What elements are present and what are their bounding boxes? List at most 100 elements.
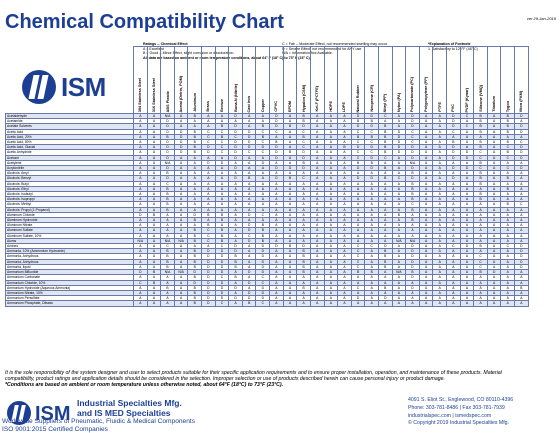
rating-cell: A (309, 279, 325, 286)
rating-cell: A (473, 232, 488, 239)
rating-cell: A (486, 222, 502, 229)
rating-cell: A (350, 191, 366, 198)
rating-cell: A (418, 289, 434, 297)
rating-cell: A (364, 263, 379, 271)
rating-cell: D (391, 128, 407, 135)
column-header-label: Nylon (PA) (396, 92, 401, 112)
rating-cell: A (514, 185, 529, 193)
rating-cell: A (296, 274, 311, 281)
rating-cell: A (418, 133, 434, 141)
rating-cell: A (432, 248, 448, 255)
rating-cell: A (323, 191, 339, 198)
rating-cell: A (269, 258, 284, 265)
rating-cell: A (486, 201, 502, 208)
rating-cell: A (459, 118, 475, 125)
rating-cell: A (337, 123, 352, 130)
rating-cell: A (432, 206, 448, 213)
rating-cell: A (323, 258, 339, 265)
rating-cell: A (418, 144, 434, 151)
rating-cell: A (391, 170, 407, 177)
rating-cell: C (296, 175, 311, 182)
rating-cell: D (350, 123, 366, 130)
website-links[interactable]: industrialspec.com | ismedspec.com (408, 412, 492, 419)
rating-cell: A (432, 232, 448, 239)
rating-cell: B (473, 191, 488, 198)
rating-cell: B (350, 133, 366, 141)
rating-cell: C (473, 149, 488, 156)
rating-cell: B (473, 112, 488, 120)
rating-cell: A (459, 138, 475, 146)
rating-cell: A (486, 232, 502, 239)
rating-cell: A (377, 222, 393, 229)
rating-cell: A (486, 279, 502, 286)
table-row: Ammonium Hydroxide (Aqueous Ammonia) A A B A… (5, 284, 529, 291)
rating-cell: A (323, 180, 339, 187)
rating-cell: D (514, 258, 529, 265)
rating-cell: A (323, 289, 339, 297)
rating-cell: A (446, 300, 461, 307)
rating-cell: D (255, 284, 271, 291)
rating-cell: A (337, 295, 352, 302)
rating-cell: A (282, 118, 298, 125)
rating-cell: A (391, 154, 407, 161)
rating-cell: C (391, 175, 407, 182)
column-header: PVC (446, 46, 461, 114)
rating-cell: D (405, 165, 420, 172)
rating-cell: A (432, 274, 448, 281)
compatibility-table: 304 Stainless Steel 316 Stainless Steel AB… (5, 46, 529, 369)
rating-cell: A (473, 289, 488, 297)
column-header: Bronze (214, 46, 230, 114)
rating-cell: D (255, 263, 271, 271)
chemical-name: Ammonium Phosphate, Dibasic (5, 300, 134, 307)
rating-cell: D (350, 144, 366, 151)
rating-cell: D (514, 243, 529, 250)
rating-cell: A (514, 170, 529, 177)
rating-cell: A (405, 279, 420, 286)
rating-cell: A (514, 295, 529, 302)
rating-cell: A (514, 274, 529, 281)
rating-cell: A (364, 191, 379, 198)
rating-cell: A (418, 154, 434, 161)
rating-cell: A (473, 248, 488, 255)
column-header: Buna-N (Nitrile) (228, 46, 243, 114)
rating-cell: B (296, 284, 311, 291)
rating-cell: A (514, 300, 529, 307)
rating-cell: D (255, 144, 271, 151)
rating-cell: D (255, 258, 271, 265)
rating-cell: A (486, 144, 502, 151)
rating-cell: A (309, 232, 325, 239)
rating-cell: A (446, 159, 461, 167)
rating-cell: A (486, 165, 502, 172)
rating-cell: C (350, 128, 366, 135)
rating-cell: A (364, 227, 379, 234)
rating-cell: A (309, 243, 325, 250)
rating-cell: B (377, 128, 393, 135)
rating-cell: A (269, 170, 284, 177)
rating-cell: A (446, 133, 461, 141)
rating-cell: A (446, 185, 461, 193)
rating-cell: A (459, 180, 475, 187)
rating-cell: A (486, 196, 502, 203)
rating-cell: C (269, 128, 284, 135)
rating-cell: A (418, 206, 434, 213)
rating-cell: B (296, 112, 311, 120)
rating-cell: A (309, 263, 325, 271)
rating-cell: D (446, 112, 461, 120)
rating-cell: B (473, 170, 488, 177)
rating-cell: A (377, 118, 393, 125)
rating-cell: C (255, 274, 271, 281)
column-header-label: ABS Plastic (165, 90, 170, 112)
rating-cell: A (309, 128, 325, 135)
rating-cell: A (255, 112, 271, 120)
rating-cell: D (255, 289, 271, 297)
rating-cell: B (473, 128, 488, 135)
rating-cell: A (432, 123, 448, 130)
rating-cell: A (282, 159, 298, 167)
rating-cell: C (255, 279, 271, 286)
rating-cell: A (418, 112, 434, 120)
footer-logo-icon (7, 401, 31, 425)
rating-cell: B (473, 118, 488, 125)
rating-cell: A (350, 274, 366, 281)
rating-cell: A (337, 118, 352, 125)
rating-cell: D (514, 144, 529, 151)
